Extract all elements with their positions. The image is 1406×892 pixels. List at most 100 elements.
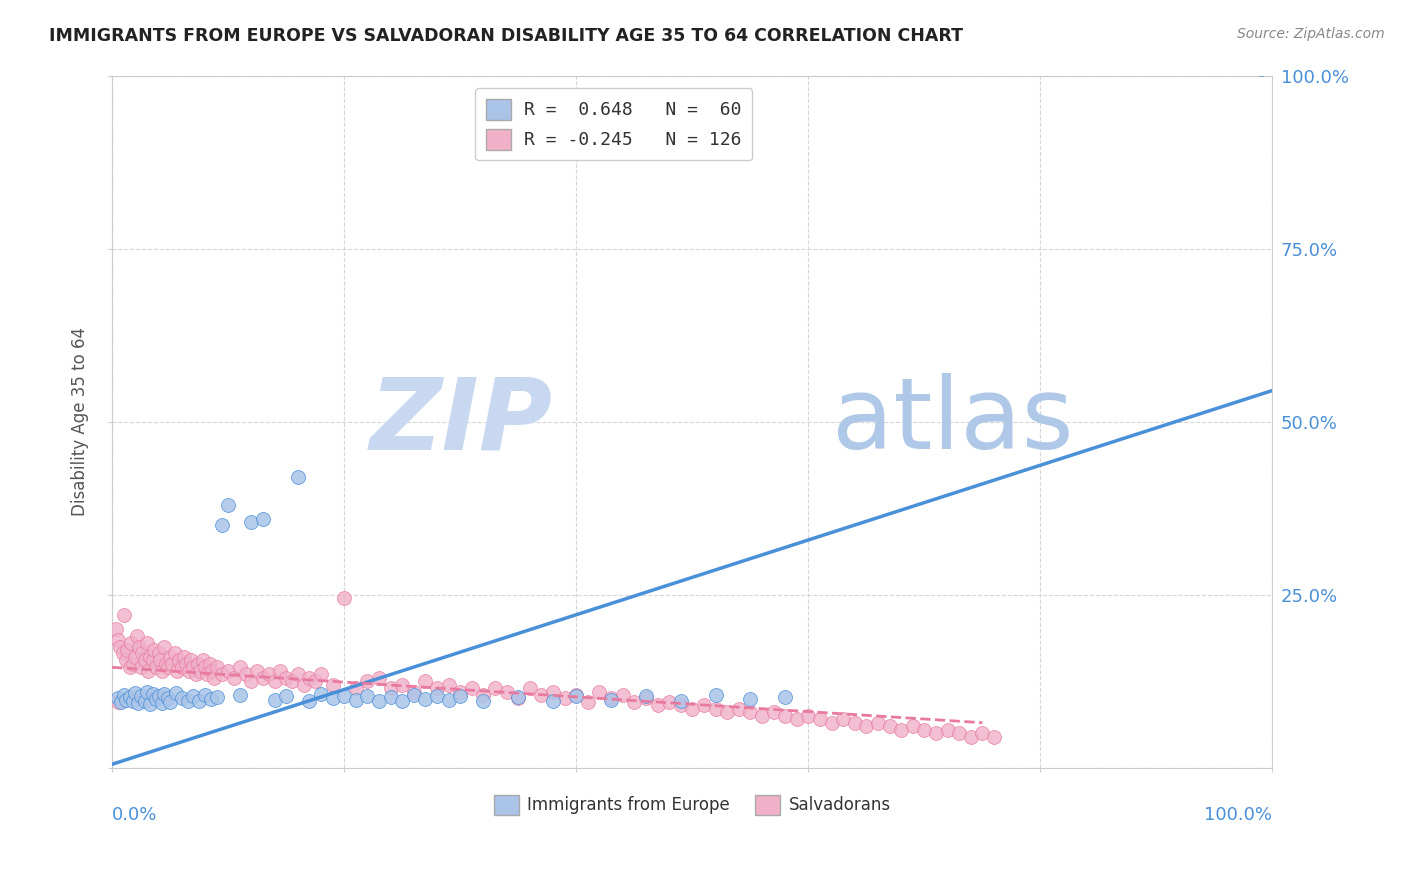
Point — [169, 653, 191, 667]
Point — [901, 719, 924, 733]
Point — [808, 712, 831, 726]
Point — [565, 689, 588, 703]
Point — [276, 671, 298, 685]
Point — [183, 690, 205, 704]
Point — [344, 693, 367, 707]
Point — [263, 674, 285, 689]
Point — [449, 684, 471, 698]
Point — [111, 647, 134, 661]
Point — [125, 629, 148, 643]
Point — [211, 518, 233, 533]
Point — [426, 681, 449, 695]
Point — [519, 681, 541, 695]
Point — [124, 649, 146, 664]
Point — [122, 657, 145, 671]
Point — [948, 726, 970, 740]
Point — [246, 664, 269, 678]
Point — [356, 690, 378, 704]
Point — [623, 695, 645, 709]
Point — [112, 608, 135, 623]
Point — [139, 649, 162, 664]
Point — [322, 678, 344, 692]
Text: Source: ZipAtlas.com: Source: ZipAtlas.com — [1237, 27, 1385, 41]
Point — [959, 730, 981, 744]
Point — [356, 674, 378, 689]
Point — [773, 708, 796, 723]
Point — [142, 643, 165, 657]
Point — [124, 686, 146, 700]
Point — [751, 708, 773, 723]
Point — [104, 622, 127, 636]
Point — [855, 719, 877, 733]
Point — [727, 702, 749, 716]
Point — [155, 657, 177, 671]
Point — [235, 667, 257, 681]
Point — [184, 667, 207, 681]
Point — [281, 674, 304, 689]
Point — [415, 692, 437, 706]
Point — [166, 664, 188, 678]
Point — [173, 649, 195, 664]
Point — [153, 687, 176, 701]
Point — [368, 671, 391, 685]
Point — [150, 664, 173, 678]
Point — [740, 706, 762, 720]
Point — [148, 647, 170, 661]
Point — [194, 660, 217, 674]
Point — [120, 636, 142, 650]
Point — [183, 660, 205, 674]
Point — [322, 691, 344, 706]
Point — [890, 723, 912, 737]
Point — [461, 681, 484, 695]
Point — [136, 636, 159, 650]
Point — [198, 657, 221, 671]
Point — [484, 681, 506, 695]
Point — [159, 649, 181, 664]
Point — [170, 660, 193, 674]
Point — [217, 498, 239, 512]
Point — [786, 712, 808, 726]
Point — [195, 667, 218, 681]
Point — [762, 706, 785, 720]
Point — [222, 671, 245, 685]
Point — [437, 678, 460, 692]
Point — [449, 690, 471, 704]
Point — [118, 690, 141, 705]
Point — [879, 719, 901, 733]
Point — [380, 681, 402, 695]
Point — [634, 691, 657, 706]
Point — [122, 694, 145, 708]
Point — [136, 684, 159, 698]
Point — [797, 708, 820, 723]
Point — [240, 515, 263, 529]
Point — [647, 698, 669, 713]
Point — [142, 687, 165, 701]
Point — [202, 671, 225, 685]
Point — [177, 664, 200, 678]
Point — [107, 691, 129, 706]
Point — [229, 660, 252, 674]
Point — [972, 726, 994, 740]
Point — [495, 684, 517, 698]
Point — [844, 715, 866, 730]
Point — [704, 702, 727, 716]
Point — [176, 694, 198, 708]
Point — [344, 681, 367, 695]
Point — [252, 511, 274, 525]
Point — [925, 726, 948, 740]
Point — [118, 660, 141, 674]
Point — [298, 693, 321, 707]
Point — [426, 689, 449, 703]
Point — [134, 693, 156, 707]
Text: atlas: atlas — [831, 373, 1073, 470]
Point — [588, 684, 610, 698]
Point — [292, 678, 315, 692]
Point — [669, 693, 692, 707]
Point — [131, 647, 153, 661]
Point — [600, 691, 623, 706]
Point — [402, 688, 425, 702]
Point — [156, 690, 179, 705]
Point — [530, 688, 553, 702]
Point — [142, 653, 165, 667]
Point — [832, 712, 855, 726]
